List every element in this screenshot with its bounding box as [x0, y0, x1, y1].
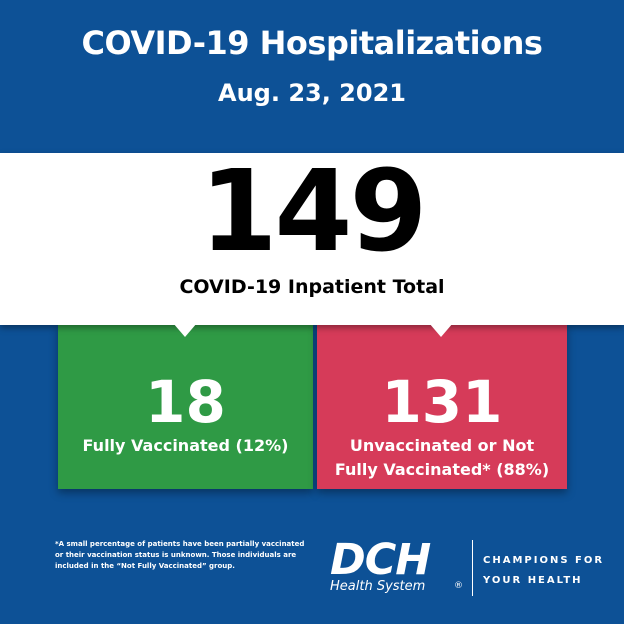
unvaccinated-label-line1: Unvaccinated or Not — [349, 436, 535, 455]
footnote: *A small percentage of patients have bee… — [55, 539, 315, 572]
inpatient-total-label: COVID-19 Inpatient Total — [179, 276, 445, 298]
tagline-line1: CHAMPIONS FOR — [483, 555, 605, 566]
footnote-line2: or their vaccination status is unknown. … — [55, 551, 297, 559]
pointer-right-arrow-icon — [429, 323, 453, 337]
registered-mark-icon: ® — [454, 581, 463, 591]
unvaccinated-label: Unvaccinated or Not Fully Vaccinated* (8… — [317, 434, 567, 482]
pointer-left-arrow-icon — [173, 323, 197, 337]
dch-logo: DCH Health System ® — [330, 535, 464, 594]
tagline-line2: YOUR HEALTH — [483, 575, 583, 586]
footnote-line1: *A small percentage of patients have bee… — [55, 540, 305, 548]
logo-wordmark: DCH — [330, 535, 431, 585]
report-date: Aug. 23, 2021 — [218, 79, 406, 107]
logo-divider — [472, 540, 473, 596]
total-panel: 149 COVID-19 Inpatient Total — [0, 147, 624, 337]
unvaccinated-box: 131 Unvaccinated or Not Fully Vaccinated… — [317, 323, 567, 489]
page-title: COVID-19 Hospitalizations — [81, 24, 543, 62]
unvaccinated-count: 131 — [381, 368, 503, 436]
vaccinated-label: Fully Vaccinated (12%) — [82, 436, 289, 455]
unvaccinated-label-line2: Fully Vaccinated* (88%) — [334, 460, 550, 479]
vaccinated-box: 18 Fully Vaccinated (12%) — [58, 323, 313, 489]
brand-tagline: CHAMPIONS FOR YOUR HEALTH — [483, 551, 604, 591]
inpatient-total-value: 149 — [199, 147, 428, 277]
logo-subtitle: Health System — [330, 579, 426, 594]
footnote-line3: included in the “Not Fully Vaccinated” g… — [55, 562, 235, 570]
vaccinated-count: 18 — [145, 368, 226, 436]
